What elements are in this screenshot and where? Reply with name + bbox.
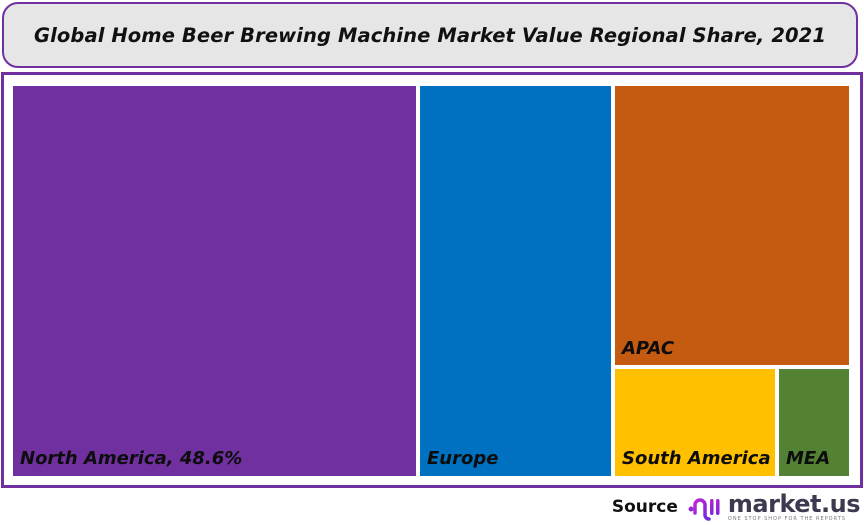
- tile-label-south-america: South America: [622, 448, 771, 469]
- market-us-logo-icon: [688, 497, 720, 521]
- tile-label-apac: APAC: [622, 338, 675, 359]
- source-label: Source: [611, 496, 678, 517]
- tile-label-north-america: North America, 48.6%: [20, 448, 243, 469]
- tile-north-america: North America, 48.6%: [13, 86, 416, 476]
- tile-apac: APAC: [615, 86, 849, 365]
- brand-tagline: ONE STOP SHOP FOR THE REPORTS: [727, 515, 846, 522]
- chart-title: Global Home Beer Brewing Machine Market …: [34, 23, 826, 47]
- tile-label-europe: Europe: [427, 448, 499, 469]
- chart-title-box: Global Home Beer Brewing Machine Market …: [2, 2, 858, 68]
- tile-label-mea: MEA: [786, 448, 831, 469]
- tile-south-america: South America: [615, 369, 775, 476]
- brand-name: market.us: [727, 489, 861, 518]
- source-footer: Source market.us ONE STOP SHOP FOR THE R…: [611, 488, 861, 525]
- tile-mea: MEA: [779, 369, 849, 476]
- tile-europe: Europe: [420, 86, 611, 476]
- brand: market.us ONE STOP SHOP FOR THE REPORTS: [727, 489, 861, 522]
